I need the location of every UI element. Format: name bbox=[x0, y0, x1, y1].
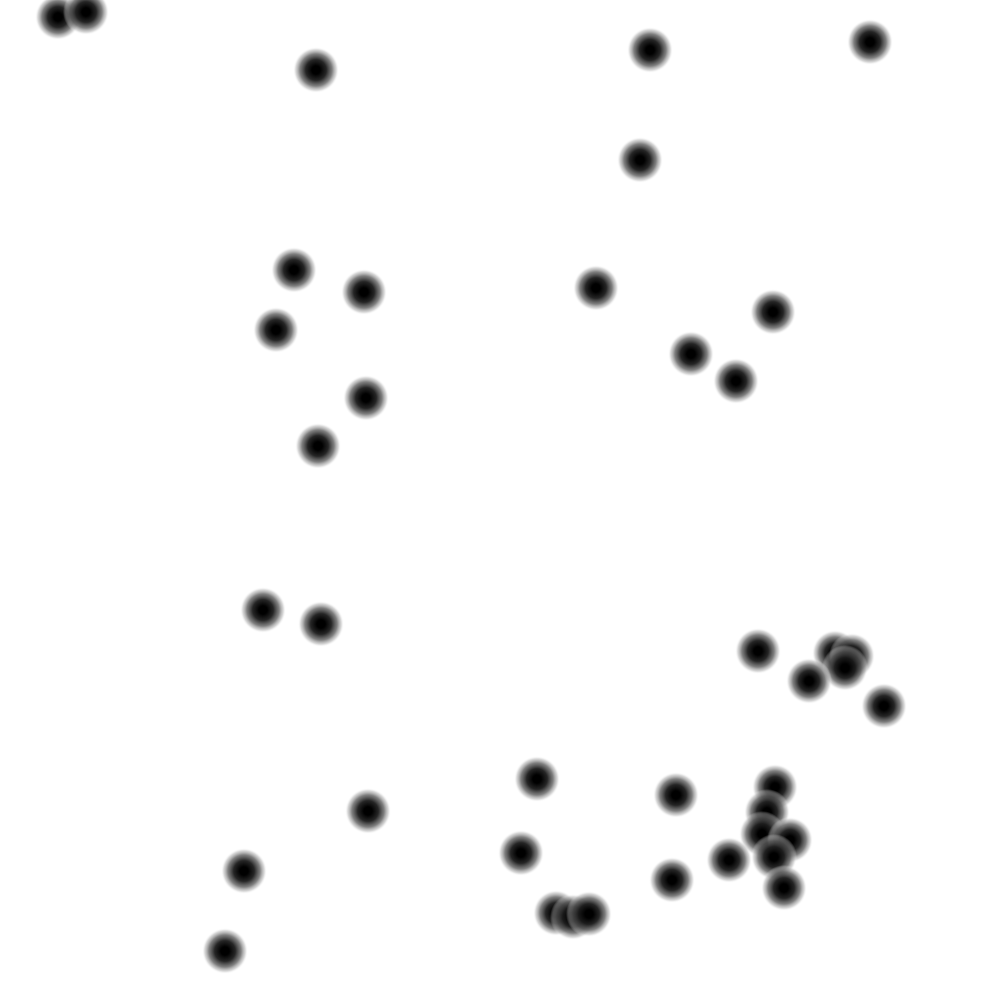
dot bbox=[653, 772, 699, 818]
dot bbox=[514, 756, 560, 802]
dot bbox=[240, 587, 286, 633]
dot bbox=[498, 830, 544, 876]
dot bbox=[713, 358, 759, 404]
dot bbox=[221, 848, 267, 894]
dot bbox=[566, 891, 612, 937]
dot bbox=[202, 928, 248, 974]
dot bbox=[822, 645, 868, 691]
dot bbox=[271, 247, 317, 293]
dot bbox=[573, 265, 619, 311]
dot bbox=[343, 375, 389, 421]
dot bbox=[649, 857, 695, 903]
dot bbox=[298, 601, 344, 647]
dot bbox=[861, 683, 907, 729]
dot bbox=[345, 788, 391, 834]
dot bbox=[735, 628, 781, 674]
dot bbox=[253, 307, 299, 353]
dot bbox=[761, 865, 807, 911]
dot bbox=[617, 137, 663, 183]
dot bbox=[63, 0, 109, 35]
dot bbox=[295, 423, 341, 469]
dot bbox=[293, 47, 339, 93]
dot-group bbox=[35, 0, 907, 974]
dot bbox=[668, 331, 714, 377]
dot bbox=[341, 269, 387, 315]
dot bbox=[750, 289, 796, 335]
dot bbox=[627, 27, 673, 73]
dot bbox=[786, 658, 832, 704]
dot bbox=[706, 837, 752, 883]
dot bbox=[847, 19, 893, 65]
